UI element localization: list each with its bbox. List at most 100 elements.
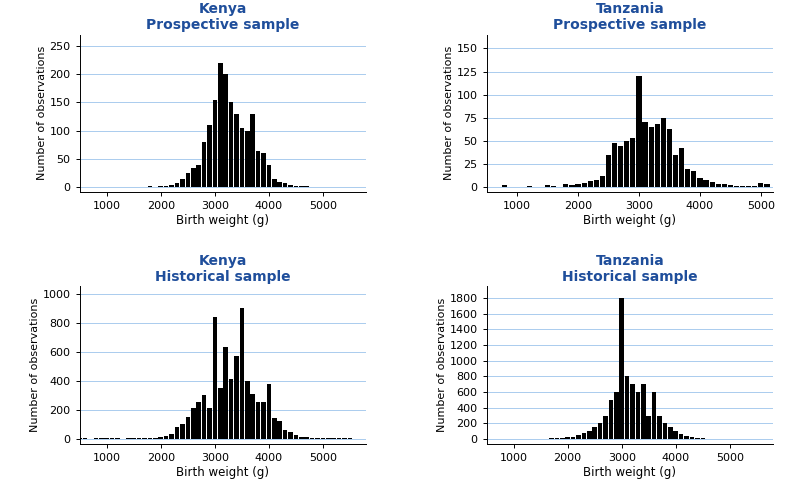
Bar bbox=[609, 400, 613, 439]
Bar bbox=[218, 388, 222, 439]
Bar bbox=[153, 438, 158, 439]
Bar bbox=[673, 155, 678, 187]
X-axis label: Birth weight (g): Birth weight (g) bbox=[176, 465, 269, 479]
Bar bbox=[728, 185, 733, 187]
Bar bbox=[764, 184, 770, 187]
Bar bbox=[624, 141, 630, 187]
Bar bbox=[164, 186, 168, 187]
Bar bbox=[175, 427, 179, 439]
Bar bbox=[234, 114, 239, 187]
Bar bbox=[272, 419, 277, 439]
Bar bbox=[661, 118, 666, 187]
Bar bbox=[502, 185, 508, 187]
Y-axis label: Number of observations: Number of observations bbox=[30, 298, 40, 432]
Bar bbox=[695, 438, 700, 439]
Bar bbox=[734, 186, 739, 187]
Bar bbox=[701, 438, 705, 439]
Bar bbox=[668, 427, 673, 439]
Bar bbox=[685, 169, 690, 187]
Bar bbox=[649, 127, 654, 187]
Bar bbox=[240, 128, 244, 187]
Bar bbox=[560, 438, 564, 439]
Bar bbox=[213, 317, 217, 439]
Title: Tanzania
Prospective sample: Tanzania Prospective sample bbox=[553, 2, 706, 32]
Bar bbox=[662, 423, 667, 439]
Bar bbox=[196, 402, 201, 439]
Bar bbox=[685, 436, 689, 439]
Bar bbox=[600, 176, 605, 187]
Bar bbox=[576, 435, 581, 439]
Bar bbox=[563, 184, 568, 187]
Title: Kenya
Historical sample: Kenya Historical sample bbox=[155, 253, 291, 284]
Bar bbox=[164, 436, 168, 439]
Bar bbox=[630, 138, 635, 187]
Bar bbox=[169, 434, 174, 439]
Bar bbox=[147, 186, 152, 187]
Bar bbox=[272, 179, 277, 187]
Bar bbox=[267, 165, 271, 187]
Bar bbox=[261, 402, 266, 439]
Bar bbox=[571, 437, 575, 439]
Bar bbox=[191, 168, 195, 187]
Bar bbox=[636, 392, 640, 439]
Bar bbox=[642, 122, 648, 187]
Bar bbox=[654, 124, 660, 187]
Bar bbox=[652, 392, 657, 439]
Bar bbox=[299, 186, 304, 187]
Bar bbox=[641, 384, 646, 439]
Bar bbox=[159, 186, 163, 187]
Bar bbox=[618, 145, 623, 187]
Bar bbox=[614, 392, 618, 439]
Y-axis label: Number of observations: Number of observations bbox=[37, 46, 47, 180]
Bar bbox=[169, 185, 174, 187]
X-axis label: Birth weight (g): Birth weight (g) bbox=[583, 465, 677, 479]
Bar bbox=[191, 408, 195, 439]
Bar bbox=[612, 143, 617, 187]
Bar bbox=[646, 416, 651, 439]
Bar bbox=[261, 153, 266, 187]
Bar bbox=[603, 416, 608, 439]
Bar bbox=[213, 100, 217, 187]
Bar bbox=[630, 384, 635, 439]
Bar bbox=[283, 430, 288, 439]
Bar bbox=[223, 74, 228, 187]
Bar bbox=[691, 171, 697, 187]
Bar bbox=[704, 180, 709, 187]
Bar bbox=[310, 438, 315, 439]
Bar bbox=[283, 183, 288, 187]
Bar bbox=[250, 114, 255, 187]
Bar bbox=[551, 186, 556, 187]
Bar bbox=[752, 186, 757, 187]
Bar bbox=[256, 402, 261, 439]
X-axis label: Birth weight (g): Birth weight (g) bbox=[176, 213, 269, 227]
Bar bbox=[159, 437, 163, 439]
Bar bbox=[207, 408, 212, 439]
Bar bbox=[582, 182, 587, 187]
Bar bbox=[598, 423, 603, 439]
Bar bbox=[575, 183, 580, 187]
Bar bbox=[679, 148, 685, 187]
Bar bbox=[606, 155, 611, 187]
Bar bbox=[667, 129, 672, 187]
Bar bbox=[569, 185, 575, 187]
Bar bbox=[186, 173, 190, 187]
Bar bbox=[229, 379, 234, 439]
Bar bbox=[746, 186, 752, 187]
Bar bbox=[289, 184, 292, 187]
Bar bbox=[722, 184, 727, 187]
Bar bbox=[625, 376, 630, 439]
Bar bbox=[673, 431, 678, 439]
Bar bbox=[240, 308, 244, 439]
Bar bbox=[658, 416, 662, 439]
Bar bbox=[527, 186, 532, 187]
Bar bbox=[304, 186, 309, 187]
Bar bbox=[180, 179, 185, 187]
Bar bbox=[697, 178, 702, 187]
Bar bbox=[218, 63, 222, 187]
Bar bbox=[245, 131, 249, 187]
Bar bbox=[234, 356, 239, 439]
Bar bbox=[180, 424, 185, 439]
Bar bbox=[277, 421, 282, 439]
Y-axis label: Number of observations: Number of observations bbox=[444, 46, 453, 180]
Bar bbox=[636, 76, 642, 187]
